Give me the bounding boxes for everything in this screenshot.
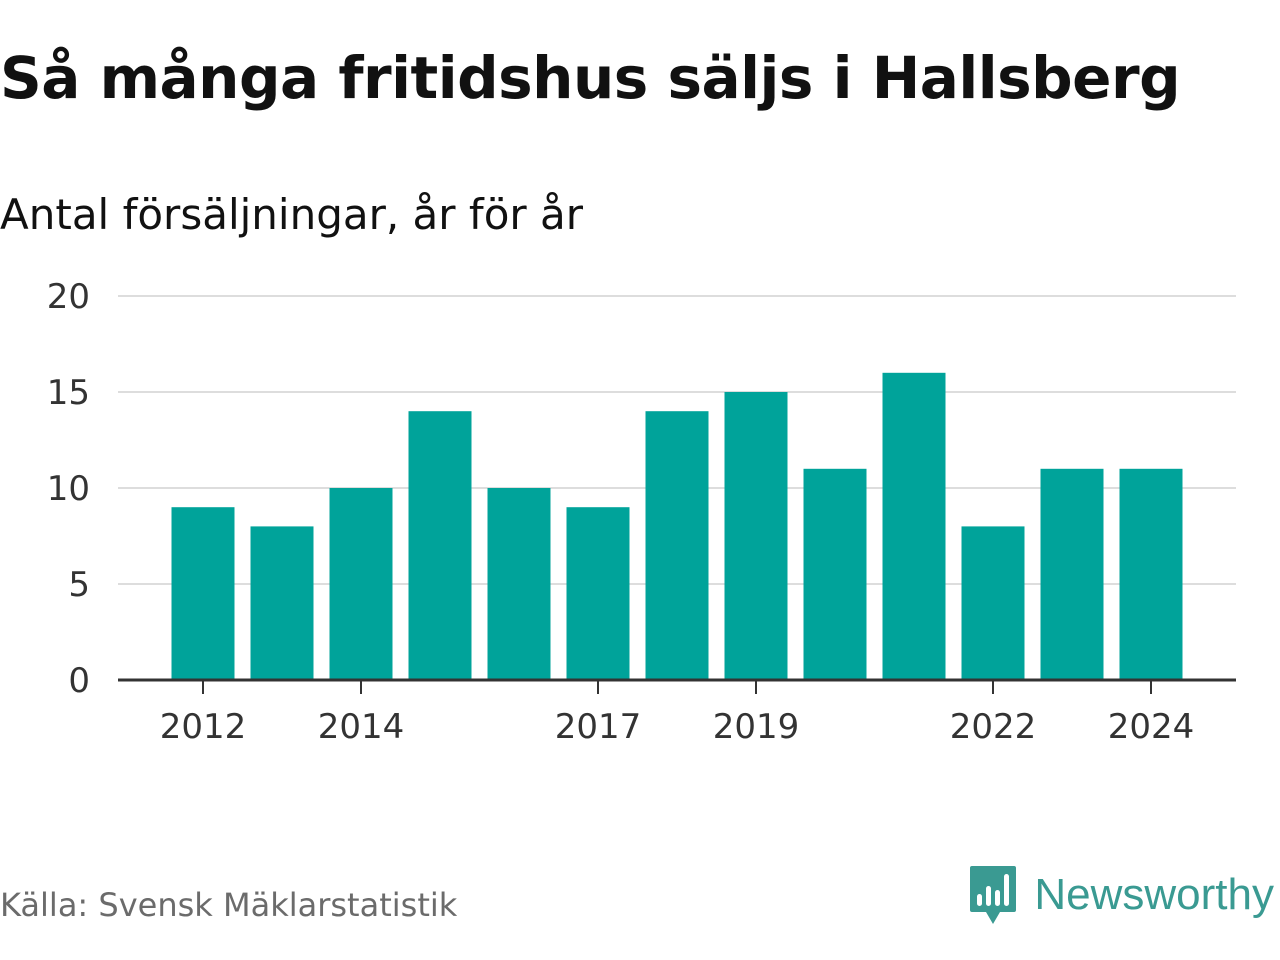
chart-title: Så många fritidshus säljs i Hallsberg [0,44,1181,112]
brand-logo[interactable]: Newsworthy [968,864,1274,926]
bar-2016 [487,488,551,680]
y-tick-label: 20 [47,277,90,317]
y-tick-label: 15 [47,373,90,413]
bar-2015 [408,411,472,680]
y-tick-label: 10 [47,469,90,509]
x-tick-label: 2024 [1108,707,1195,747]
y-tick-label: 0 [68,661,90,701]
bar-2017 [566,507,630,680]
bar-2018 [645,411,709,680]
x-tick-label: 2022 [950,707,1037,747]
bar-2019 [724,392,788,680]
bar-2014 [329,488,393,680]
source-note: Källa: Svensk Mäklarstatistik [0,886,458,924]
bar-chart: 0 5 10 15 20 2012 2014 2017 2019 2022 2024 [47,277,1236,747]
y-tick-label: 5 [68,565,90,605]
bar-2020 [803,468,867,680]
bar-2021 [882,372,946,680]
x-tick-label: 2012 [160,707,247,747]
brand-name: Newsworthy [1034,870,1274,919]
bar-2012 [171,507,235,680]
bar-2024 [1119,468,1183,680]
x-tick-label: 2017 [555,707,642,747]
bar-2022 [961,526,1025,680]
y-axis-ticks: 0 5 10 15 20 [47,277,90,701]
bar-2013 [250,526,314,680]
chart-subtitle: Antal försäljningar, år för år [0,190,584,239]
bars [171,372,1183,680]
x-tick-label: 2014 [318,707,405,747]
x-tick-label: 2019 [713,707,800,747]
bar-2023 [1040,468,1104,680]
newsworthy-bar-chart-bubble-icon [970,866,1017,924]
x-axis-ticks: 2012 2014 2017 2019 2022 2024 [160,680,1195,747]
